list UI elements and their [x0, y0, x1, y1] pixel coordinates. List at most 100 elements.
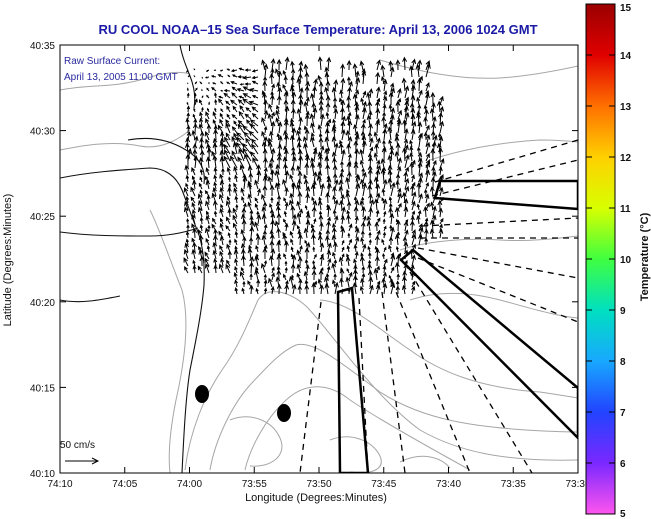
current-vector-arrow — [197, 199, 203, 211]
current-vector-arrow — [219, 156, 225, 169]
current-vector-arrow — [346, 115, 351, 127]
current-vector-arrow — [282, 178, 287, 190]
current-vector-arrow — [403, 105, 409, 120]
current-vector-arrow — [309, 113, 315, 127]
current-vector-arrow — [436, 142, 442, 155]
current-vector-arrow — [339, 172, 344, 183]
current-vector-arrow — [383, 258, 388, 267]
current-vector-arrow — [324, 86, 329, 99]
current-vector-arrow — [218, 263, 224, 274]
current-vector-arrow — [347, 119, 353, 134]
current-vector-arrow — [261, 234, 267, 246]
current-vector-arrow — [390, 82, 395, 92]
current-vector-arrow — [402, 147, 407, 162]
current-vector-arrow — [404, 177, 410, 190]
current-vector-arrow — [312, 180, 317, 190]
coastline — [60, 45, 205, 473]
current-vector-arrow — [199, 111, 203, 120]
current-vector-arrow — [361, 107, 367, 120]
current-vector-arrow — [296, 77, 302, 92]
current-vector-arrow — [394, 206, 400, 218]
current-vector-arrow — [375, 119, 380, 134]
current-vector-arrow — [233, 182, 238, 190]
current-vector-arrow — [204, 257, 210, 267]
current-vector-arrow — [205, 200, 210, 211]
current-vector-arrow — [206, 94, 210, 99]
current-vector-arrow — [353, 124, 358, 134]
current-vector-arrow — [290, 205, 296, 218]
current-vector-arrow — [243, 131, 252, 141]
current-vector-arrow — [387, 164, 393, 176]
current-vector-arrow — [282, 84, 287, 92]
current-vector-arrow — [241, 254, 246, 267]
current-vector-arrow — [376, 159, 381, 169]
current-vector-arrow — [297, 191, 303, 204]
current-vector-arrow — [438, 146, 443, 162]
current-vector-arrow — [425, 92, 430, 106]
current-vector-arrow — [186, 124, 191, 134]
current-vector-arrow — [403, 220, 409, 232]
current-vector-arrow — [251, 80, 259, 85]
sampling-box — [336, 286, 370, 473]
current-vector-arrow — [213, 174, 218, 183]
current-vector-arrow — [359, 148, 364, 162]
current-vector-arrow — [361, 70, 367, 85]
current-vector-arrow — [361, 205, 366, 218]
current-vector-arrow — [261, 213, 267, 225]
current-vector-arrow — [345, 276, 351, 288]
current-vector-arrow — [212, 82, 217, 85]
sampling-box — [399, 248, 578, 440]
contour-line — [149, 209, 187, 473]
current-vector-arrow — [296, 200, 301, 211]
current-vector-arrow — [284, 56, 290, 71]
colorbar-tick-label: 11 — [620, 204, 631, 215]
current-vector-arrow — [263, 287, 268, 295]
buoy-marker — [195, 385, 209, 403]
current-vector-arrow — [432, 134, 438, 148]
current-vector-arrow — [416, 77, 422, 92]
current-vector-arrow — [376, 280, 381, 288]
current-vector-arrow — [368, 251, 372, 260]
current-vector-arrow — [233, 132, 238, 141]
current-vector-arrow — [360, 237, 365, 246]
current-vector-arrow — [388, 139, 393, 148]
current-vector-arrow — [193, 107, 196, 113]
current-vector-arrow — [325, 102, 331, 113]
current-vector-arrow — [304, 247, 310, 260]
current-vector-arrow — [242, 280, 246, 287]
current-vector-arrow — [305, 192, 310, 204]
current-vector-arrow — [382, 179, 388, 190]
current-vector-arrow — [201, 106, 204, 113]
current-vector-arrow — [325, 235, 330, 246]
current-vector-arrow — [397, 192, 402, 204]
current-vector-arrow — [232, 105, 238, 113]
current-vector-arrow — [376, 59, 381, 71]
current-vector-arrow — [224, 149, 231, 162]
y-tick-label: 40:30 — [30, 127, 55, 138]
current-vector-arrow — [354, 215, 359, 225]
current-vector-arrow — [284, 201, 289, 211]
current-vector-arrow — [271, 272, 275, 281]
current-vector-arrow — [424, 193, 430, 204]
current-vector-arrow — [271, 266, 275, 274]
current-vector-arrow — [199, 216, 204, 225]
current-vector-arrow — [409, 139, 413, 148]
current-vector-arrow — [303, 270, 309, 281]
current-vector-arrow — [220, 108, 224, 113]
current-vector-arrow — [284, 170, 290, 183]
current-vector-arrow — [185, 195, 190, 204]
radial-line — [421, 217, 578, 227]
current-vector-arrow — [237, 75, 245, 79]
current-vector-arrow — [227, 208, 232, 218]
current-vector-arrow — [311, 196, 315, 204]
current-vector-arrow — [227, 232, 231, 239]
current-vector-arrow — [226, 216, 231, 225]
current-vector-arrow — [296, 212, 302, 225]
current-vector-arrow — [333, 259, 338, 267]
current-vector-arrow — [218, 98, 224, 106]
current-vector-arrow — [228, 238, 232, 245]
current-vector-arrow — [404, 144, 409, 155]
current-vector-arrow — [425, 63, 431, 78]
current-vector-arrow — [410, 113, 416, 127]
current-vector-arrow — [304, 284, 310, 295]
